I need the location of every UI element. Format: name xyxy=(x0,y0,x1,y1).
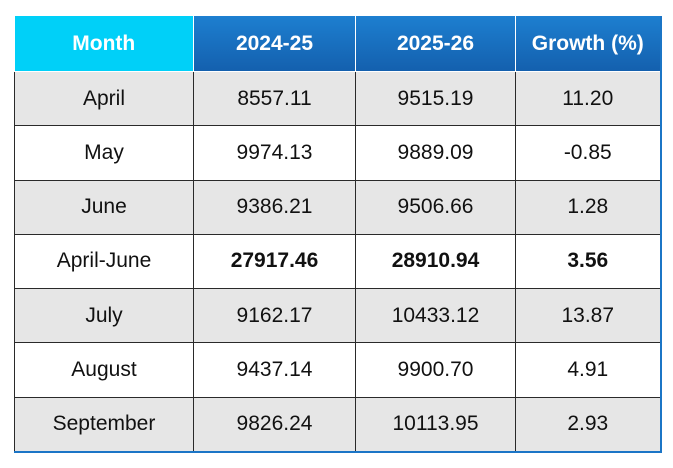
header-cell: 2024-25 xyxy=(193,16,356,72)
table-row: September 9826.24 10113.95 2.93 xyxy=(14,396,661,453)
table-row: July 9162.17 10433.12 13.87 xyxy=(14,288,661,344)
table-row: May 9974.13 9889.09 -0.85 xyxy=(14,125,661,181)
table-row: August 9437.14 9900.70 4.91 xyxy=(14,342,661,398)
month-cell: June xyxy=(14,179,194,235)
value-cell: 9386.21 xyxy=(193,179,356,235)
value-cell: 11.20 xyxy=(515,70,661,127)
value-cell: 27917.46 xyxy=(193,233,356,290)
month-cell: August xyxy=(14,342,194,398)
data-table: Month 2024-25 2025-26 Growth (%) April 8557.… xyxy=(14,16,662,453)
month-cell: May xyxy=(14,125,194,181)
value-cell: 2.93 xyxy=(515,396,661,453)
header-row: Month 2024-25 2025-26 Growth (%) xyxy=(14,16,661,72)
value-cell: 9900.70 xyxy=(355,342,516,398)
value-cell: 10113.95 xyxy=(355,396,516,453)
value-cell: 9889.09 xyxy=(355,125,516,181)
value-cell: 8557.11 xyxy=(193,70,356,127)
month-cell: September xyxy=(14,396,194,453)
value-cell: -0.85 xyxy=(515,125,661,181)
header-cell: 2025-26 xyxy=(355,16,516,72)
table-row: June 9386.21 9506.66 1.28 xyxy=(14,179,661,235)
value-cell: 10433.12 xyxy=(355,288,516,344)
value-cell: 13.87 xyxy=(515,288,661,344)
value-cell: 4.91 xyxy=(515,342,661,398)
month-cell: April xyxy=(14,70,194,127)
value-cell: 9162.17 xyxy=(193,288,356,344)
value-cell: 9974.13 xyxy=(193,125,356,181)
value-cell: 9826.24 xyxy=(193,396,356,453)
month-cell: April-June xyxy=(14,233,194,290)
value-cell: 9437.14 xyxy=(193,342,356,398)
table-row: April-June 27917.46 28910.94 3.56 xyxy=(14,233,661,290)
month-cell: July xyxy=(14,288,194,344)
header-cell: Growth (%) xyxy=(515,16,661,72)
value-cell: 3.56 xyxy=(515,233,661,290)
header-cell: Month xyxy=(14,16,194,72)
value-cell: 28910.94 xyxy=(355,233,516,290)
value-cell: 9506.66 xyxy=(355,179,516,235)
value-cell: 9515.19 xyxy=(355,70,516,127)
value-cell: 1.28 xyxy=(515,179,661,235)
table-container: Month 2024-25 2025-26 Growth (%) April 8557.… xyxy=(14,16,662,453)
table-row: April 8557.11 9515.19 11.20 xyxy=(14,70,661,127)
